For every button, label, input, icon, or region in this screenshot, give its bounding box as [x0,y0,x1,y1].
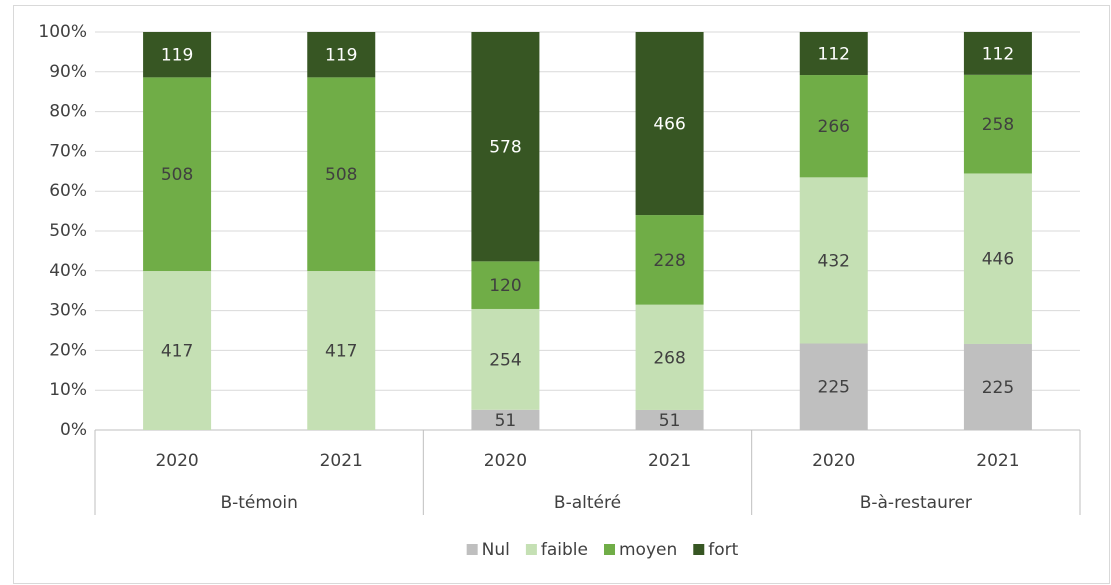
bar-segment [799,177,868,344]
data-label: 258 [982,115,1014,135]
bar-segment [471,308,540,410]
data-label: 417 [325,342,357,362]
data-label: 268 [653,348,685,368]
y-tick-label: 100% [38,22,87,42]
data-label: 446 [982,250,1014,270]
group-label: B-altéré [554,493,621,513]
data-label: 225 [982,378,1014,398]
legend-label: faible [541,540,588,560]
y-tick-label: 10% [49,380,87,400]
y-tick-label: 60% [49,181,87,201]
bar-segment [963,173,1032,344]
bar-segment [635,304,704,410]
bar-segment [799,32,868,76]
bar-segment [963,74,1032,174]
data-label: 120 [489,276,521,296]
legend-label: Nul [482,540,510,560]
group-label: B-à-restaurer [860,493,972,513]
data-label: 254 [489,350,521,370]
data-label: 119 [325,46,357,66]
data-label: 51 [495,411,517,431]
bar-segment [143,77,212,272]
data-label: 228 [653,251,685,271]
data-label: 112 [982,44,1014,64]
bar-segment [963,32,1032,75]
y-tick-label: 40% [49,261,87,281]
legend-label: fort [708,540,738,560]
bar-segment [635,409,704,430]
x-tick-label: 2020 [484,451,527,471]
bar-segment [963,343,1032,430]
legend-swatch [466,544,478,555]
y-tick-label: 50% [49,221,87,241]
y-tick-label: 90% [49,62,87,82]
bar-segment [307,77,376,272]
bar-segment [307,32,376,78]
data-label: 432 [818,251,850,271]
legend-swatch [604,544,616,555]
bar-segment [635,32,704,216]
bar-segment [799,343,868,430]
bar-segment [143,271,212,430]
data-label: 508 [161,165,193,185]
legend-swatch [693,544,705,555]
bar-segment [471,261,540,309]
data-label: 508 [325,165,357,185]
legend-label: moyen [619,540,677,560]
x-tick-label: 2021 [320,451,363,471]
data-label: 578 [489,138,521,158]
y-tick-label: 20% [49,340,87,360]
y-tick-label: 30% [49,301,87,321]
data-label: 225 [818,378,850,398]
y-tick-label: 0% [60,420,87,440]
data-label: 266 [818,117,850,137]
data-label: 417 [161,342,193,362]
data-label: 466 [653,115,685,135]
bar-segment [471,409,540,430]
x-tick-label: 2020 [155,451,198,471]
x-tick-label: 2021 [976,451,1019,471]
data-label: 119 [161,46,193,66]
bar-segment [143,32,212,78]
legend-swatch [525,544,537,555]
group-label: B-témoin [220,493,297,513]
x-tick-label: 2020 [812,451,855,471]
bar-segment [635,215,704,305]
bar-segment [799,75,868,178]
y-tick-label: 80% [49,102,87,122]
x-tick-label: 2021 [648,451,691,471]
y-tick-label: 70% [49,141,87,161]
bar-segment [471,32,540,262]
data-label: 51 [659,411,681,431]
data-label: 112 [818,45,850,65]
bar-segment [307,271,376,430]
